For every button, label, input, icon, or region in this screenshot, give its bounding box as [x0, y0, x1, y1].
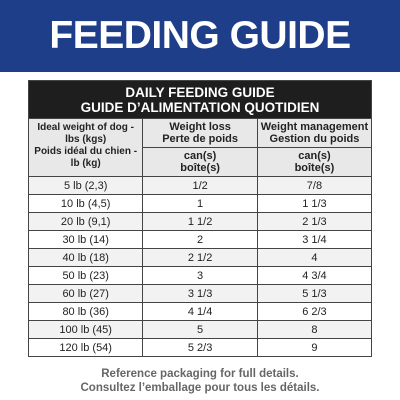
unit-row: can(s) boîte(s) can(s) boîte(s) — [29, 147, 373, 177]
column-heading: Ideal weight of dog - lbs (kgs) Poids idéa… — [27, 118, 144, 177]
cell: 3 — [142, 266, 258, 285]
cell: 20 lb (9,1) — [27, 212, 144, 231]
heading-line: lb (kg) — [70, 158, 101, 169]
data-row: 50 lb (23) 3 4 3/4 — [27, 266, 373, 285]
cell: 5 — [142, 320, 258, 339]
table-title: DAILY FEEDING GUIDE GUIDE D’ALIMENTATION … — [28, 80, 372, 119]
cell: 2 1/2 — [142, 248, 258, 267]
unit-line: can(s) — [183, 150, 217, 162]
cell: 7/8 — [256, 176, 373, 195]
unit-heading: can(s) boîte(s) — [256, 147, 373, 177]
data-row: 5 lb (2,3) 1/2 7/8 — [27, 176, 373, 195]
cell: 5 1/3 — [256, 284, 373, 303]
data-row: 120 lb (54) 5 2/3 9 — [27, 338, 373, 357]
column-heading: Weight loss Perte de poids — [142, 118, 258, 148]
cell: 1 1/2 — [142, 212, 258, 231]
cell: 5 lb (2,3) — [27, 176, 144, 195]
cell: 80 lb (36) — [27, 302, 144, 321]
cell: 10 lb (4,5) — [27, 194, 144, 213]
heading-line: Poids idéal du chien - — [34, 146, 138, 157]
heading-line: lbs (kgs) — [65, 134, 107, 145]
cell: 8 — [256, 320, 373, 339]
cell: 4 1/4 — [142, 302, 258, 321]
data-row: 30 lb (14) 2 3 1/4 — [27, 230, 373, 249]
heading-line: Gestion du poids — [269, 133, 360, 145]
title-row: DAILY FEEDING GUIDE GUIDE D’ALIMENTATION … — [28, 80, 372, 119]
heading-line: Ideal weight of dog - — [37, 122, 135, 133]
heading-line: Perte de poids — [162, 133, 239, 145]
cell: 6 2/3 — [256, 302, 373, 321]
cell: 1 1/3 — [256, 194, 373, 213]
data-row: 80 lb (36) 4 1/4 6 2/3 — [27, 302, 373, 321]
cell: 2 1/3 — [256, 212, 373, 231]
unit-heading: can(s) boîte(s) — [142, 147, 258, 177]
cell: 40 lb (18) — [27, 248, 144, 267]
data-row: 40 lb (18) 2 1/2 4 — [27, 248, 373, 267]
cell: 1/2 — [142, 176, 258, 195]
feeding-table: DAILY FEEDING GUIDE GUIDE D’ALIMENTATION … — [27, 80, 373, 357]
column-heading: Weight management Gestion du poids — [256, 118, 373, 148]
cell: 4 3/4 — [256, 266, 373, 285]
cell: 30 lb (14) — [27, 230, 144, 249]
unit-line: boîte(s) — [180, 162, 220, 174]
cell: 3 1/4 — [256, 230, 373, 249]
table-body: DAILY FEEDING GUIDE GUIDE D’ALIMENTATION … — [27, 80, 373, 357]
title-line: GUIDE D’ALIMENTATION QUOTIDIEN — [80, 99, 320, 115]
data-row: 100 lb (45) 5 8 — [27, 320, 373, 339]
footer: Reference packaging for full details. Con… — [0, 367, 400, 395]
cell: 2 — [142, 230, 258, 249]
title-line: DAILY FEEDING GUIDE — [125, 84, 275, 100]
cell: 9 — [256, 338, 373, 357]
heading-row: Ideal weight of dog - lbs (kgs) Poids idéa… — [27, 118, 373, 177]
unit-line: boîte(s) — [294, 162, 335, 174]
cell: 1 — [142, 194, 258, 213]
banner-title: FEEDING GUIDE — [0, 0, 400, 72]
cell: 120 lb (54) — [27, 338, 144, 357]
cell: 100 lb (45) — [27, 320, 144, 339]
cell: 50 lb (23) — [27, 266, 144, 285]
footer-line: Reference packaging for full details. — [101, 368, 299, 380]
cell: 5 2/3 — [142, 338, 258, 357]
footer-line: Consultez l’emballage pour tous les déta… — [80, 382, 320, 394]
unit-line: can(s) — [298, 150, 331, 162]
cell: 3 1/3 — [142, 284, 258, 303]
heading-line: Weight management — [260, 121, 369, 133]
cell: 4 — [256, 248, 373, 267]
cell: 60 lb (27) — [27, 284, 144, 303]
heading-line: Weight loss — [169, 121, 231, 133]
data-row: 10 lb (4,5) 1 1 1/3 — [27, 194, 373, 213]
data-row: 60 lb (27) 3 1/3 5 1/3 — [27, 284, 373, 303]
data-row: 20 lb (9,1) 1 1/2 2 1/3 — [27, 212, 373, 231]
